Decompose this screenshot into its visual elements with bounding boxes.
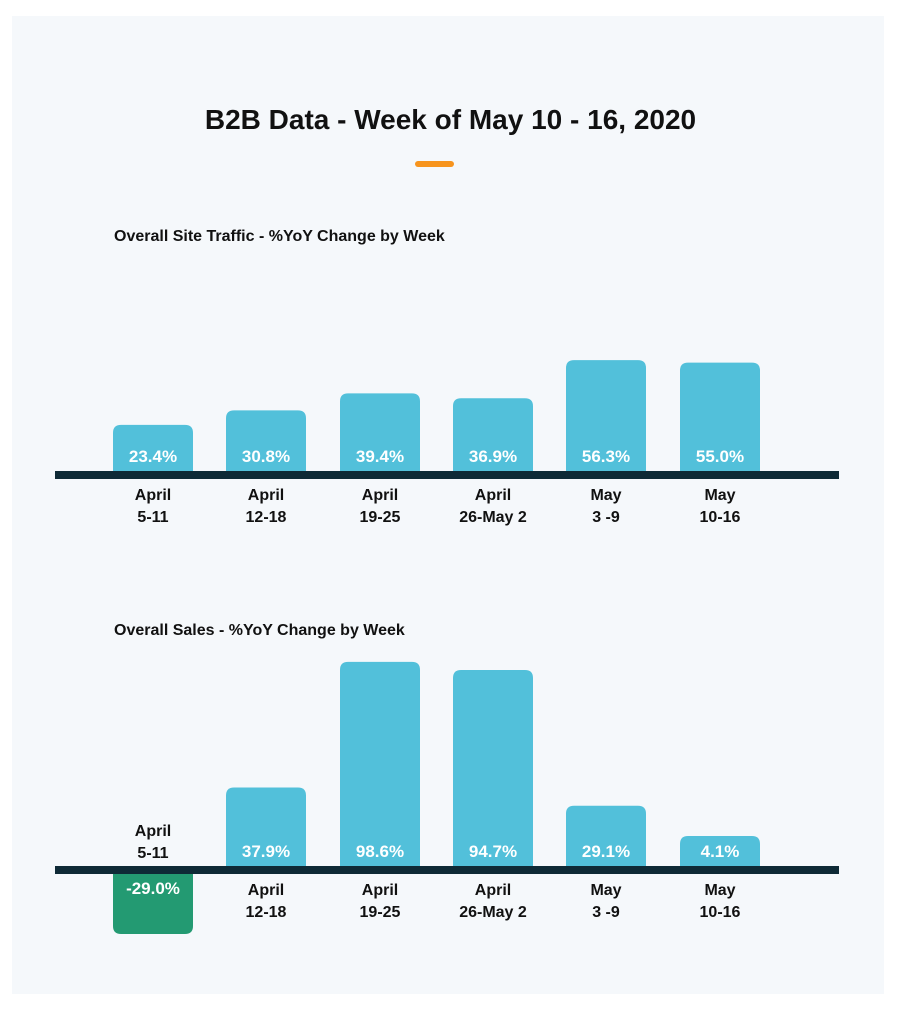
- chart2-category-label-april-26-may-2-line1: April: [475, 882, 511, 899]
- chart2-category-label-may-3-9-line1: May: [590, 882, 621, 899]
- infographic-card: [12, 16, 884, 994]
- chart2-category-label-april-12-18-line2: 12-18: [246, 904, 287, 921]
- chart2-value-label-april-19-25: 98.6%: [356, 842, 404, 861]
- chart1-category-label-april-5-11-line2: 5-11: [137, 509, 168, 526]
- chart1-value-label-april-26-may-2: 36.9%: [469, 447, 517, 466]
- chart1-value-label-may-10-16: 55.0%: [696, 447, 744, 466]
- chart2-value-label-april-26-may-2: 94.7%: [469, 842, 517, 861]
- page-title: B2B Data - Week of May 10 - 16, 2020: [204, 104, 697, 135]
- chart2-bar-may-10-16: [680, 836, 760, 866]
- chart2-category-label-april-19-25-line2: 19-25: [360, 904, 401, 921]
- chart2-value-label-april-12-18: 37.9%: [242, 842, 290, 861]
- chart1-bar-april-5-11: [113, 424, 193, 471]
- chart1-bar-april-19-25: [340, 393, 420, 471]
- chart2-category-label-may-3-9-line2: 3 -9: [592, 904, 620, 921]
- chart1-value-label-april-12-18: 30.8%: [242, 447, 290, 466]
- chart2-bar-april-19-25: [340, 661, 420, 866]
- chart1-bar-may-10-16: [680, 362, 760, 471]
- chart1-category-label-april-19-25-line1: April: [362, 487, 398, 504]
- chart1-baseline: [55, 471, 839, 479]
- chart1-bar-april-26-may-2: [453, 398, 533, 471]
- chart2-bar-april-12-18: [226, 787, 306, 866]
- title-accent-bar: [415, 161, 454, 167]
- sales-chart-title: Overall Sales - %YoY Change by Week: [114, 622, 405, 639]
- site-traffic-chart-title: Overall Site Traffic - %YoY Change by We…: [114, 228, 445, 245]
- chart1-category-label-april-12-18-line1: April: [248, 487, 284, 504]
- chart2-category-label-april-26-may-2-line2: 26-May 2: [459, 904, 527, 921]
- chart1-category-label-may-3-9-line2: 3 -9: [592, 509, 620, 526]
- chart2-value-label-may-3-9: 29.1%: [582, 842, 630, 861]
- chart2-category-label-april-19-25-line1: April: [362, 882, 398, 899]
- chart2-bar-april-26-may-2: [453, 669, 533, 866]
- chart1-category-label-april-5-11-line1: April: [135, 487, 171, 504]
- chart1-value-label-april-5-11: 23.4%: [129, 447, 177, 466]
- chart1-category-label-april-26-may-2-line1: April: [475, 487, 511, 504]
- chart1-category-label-may-10-16-line2: 10-16: [700, 509, 741, 526]
- chart1-bar-may-3-9: [566, 360, 646, 471]
- chart1-category-label-april-26-may-2-line2: 26-May 2: [459, 509, 527, 526]
- chart1-value-label-april-19-25: 39.4%: [356, 447, 404, 466]
- chart2-value-label-may-10-16: 4.1%: [701, 842, 740, 861]
- chart2-category-label-april-12-18-line1: April: [248, 882, 284, 899]
- chart2-category-label-may-10-16-line2: 10-16: [700, 904, 741, 921]
- chart1-category-label-may-3-9-line1: May: [590, 487, 621, 504]
- chart2-value-label-april-5-11: -29.0%: [126, 879, 180, 898]
- chart2-baseline: [55, 866, 839, 874]
- chart2-category-label-april-5-11-line2: 5-11: [137, 845, 168, 862]
- chart1-category-label-april-12-18-line2: 12-18: [246, 509, 287, 526]
- chart2-category-label-april-5-11-line1: April: [135, 823, 171, 840]
- chart2-bar-april-5-11: [113, 874, 193, 935]
- chart2-category-label-may-10-16-line1: May: [704, 882, 735, 899]
- chart1-value-label-may-3-9: 56.3%: [582, 447, 630, 466]
- chart1-bar-april-12-18: [226, 410, 306, 471]
- chart1-category-label-april-19-25-line2: 19-25: [360, 509, 401, 526]
- chart1-category-label-may-10-16-line1: May: [704, 487, 735, 504]
- chart2-bar-may-3-9: [566, 805, 646, 866]
